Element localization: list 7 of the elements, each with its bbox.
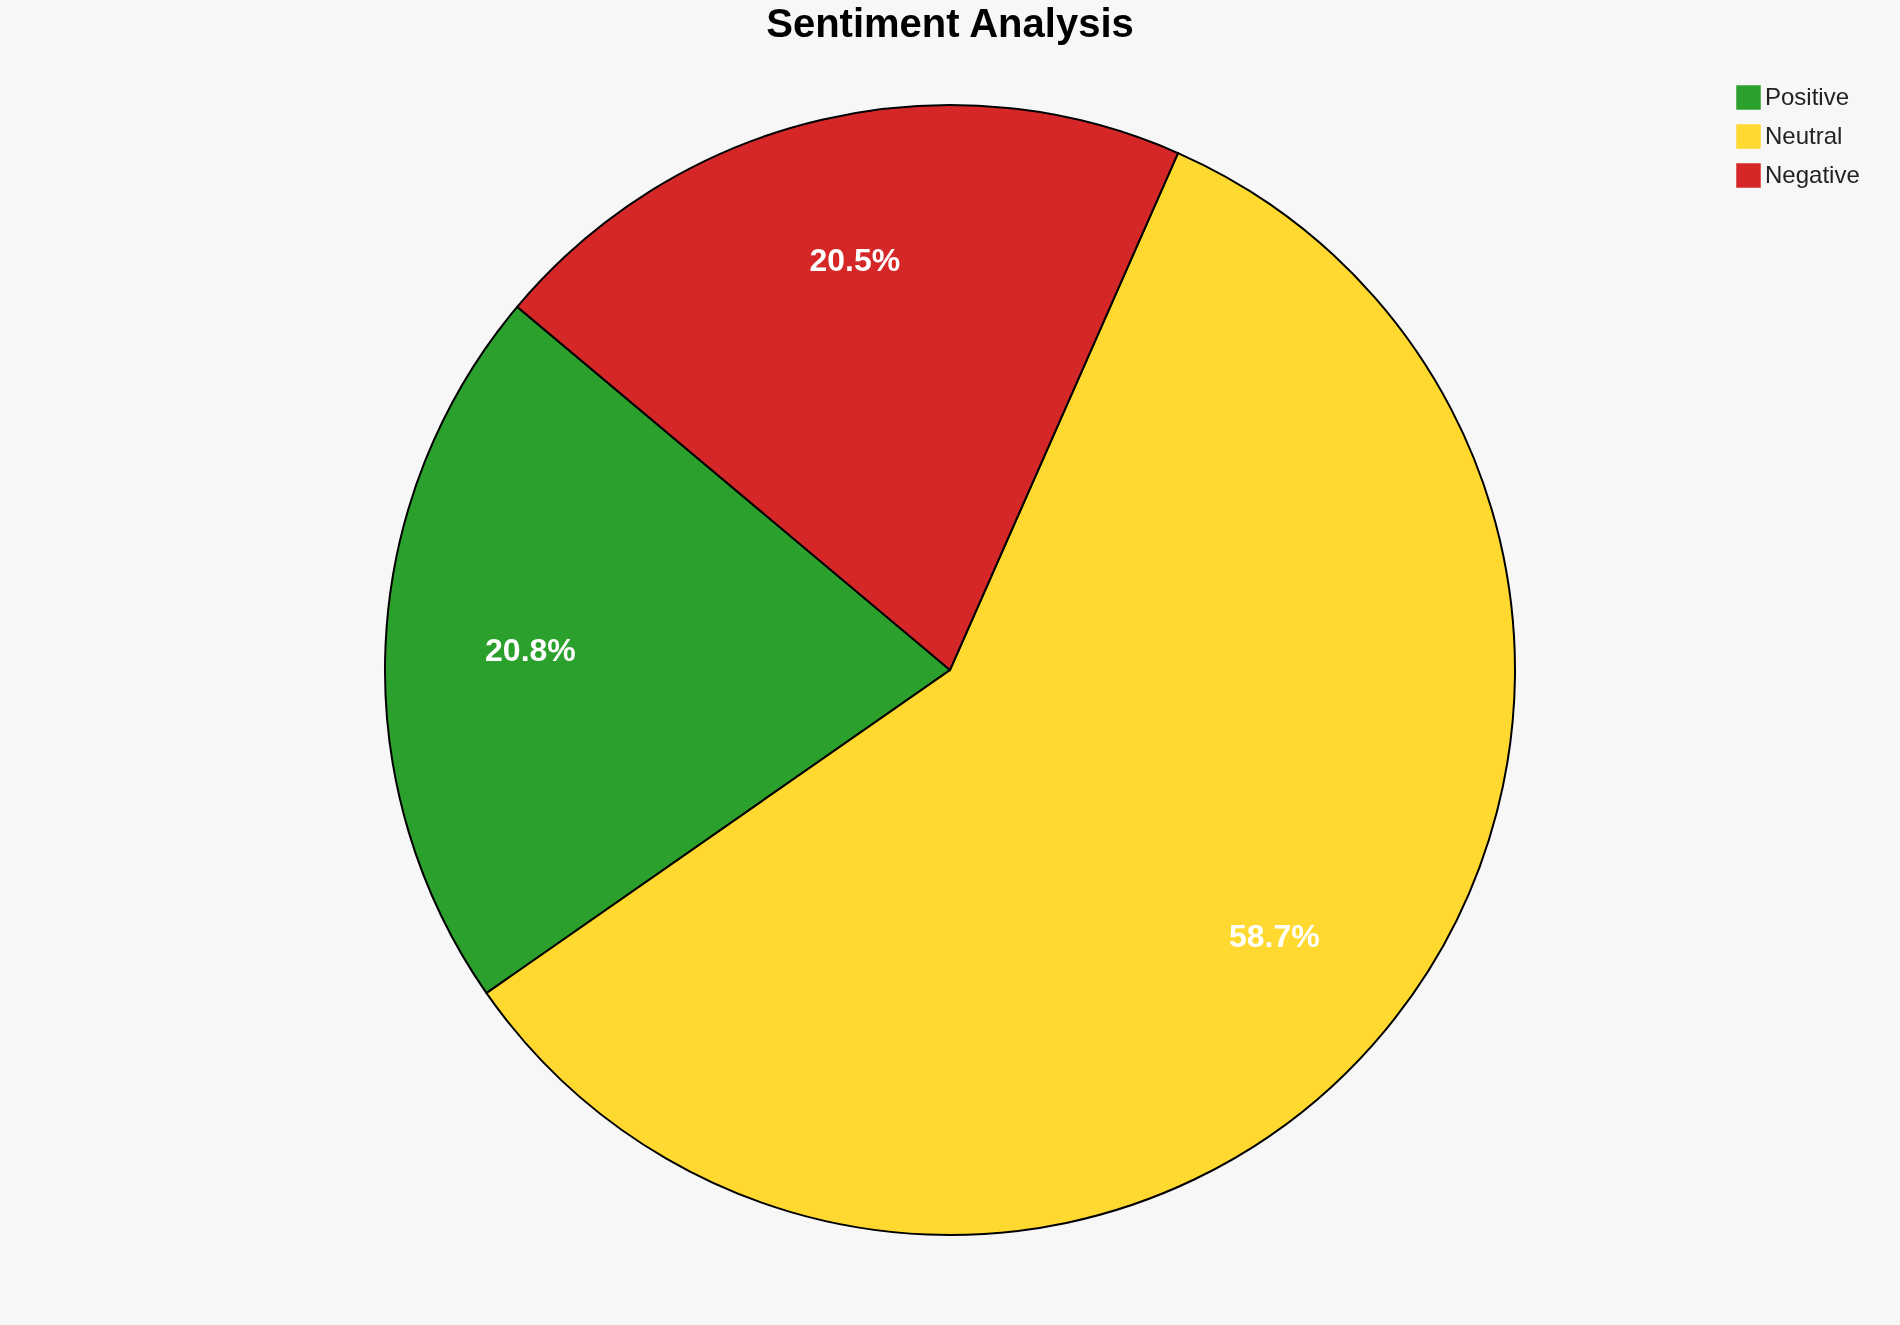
legend-label: Positive bbox=[1765, 82, 1850, 110]
legend-label: Neutral bbox=[1765, 121, 1843, 149]
data-label: 20.5% bbox=[809, 241, 901, 278]
data-label: 58.7% bbox=[1228, 917, 1320, 954]
data-label: 20.8% bbox=[485, 632, 576, 669]
legend-label: Negative bbox=[1765, 160, 1860, 188]
chart-title: Sentiment Analysis bbox=[766, 1, 1134, 45]
